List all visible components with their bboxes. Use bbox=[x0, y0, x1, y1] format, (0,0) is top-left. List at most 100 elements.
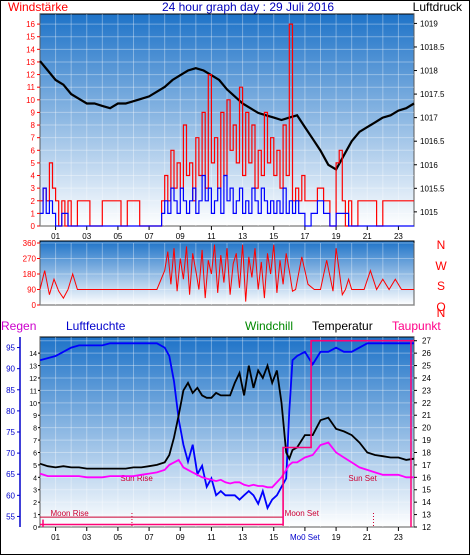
humidity-tick-label: 90 bbox=[6, 365, 15, 374]
direction-label-n: N bbox=[437, 238, 446, 252]
panel1-left-tick-label: 3 bbox=[31, 184, 36, 193]
direction-label-o: O bbox=[436, 300, 445, 314]
panel1-x-tick-label: 13 bbox=[238, 232, 247, 241]
panel1-left-tick-label: 9 bbox=[31, 108, 36, 117]
temperature-tick-label: 24 bbox=[422, 374, 431, 383]
panel3-x-tick-label: 03 bbox=[82, 533, 91, 542]
panel1-left-tick-label: 12 bbox=[26, 71, 35, 80]
panel1-left-tick-label: 7 bbox=[31, 134, 36, 143]
panel3-x-tick-label: 15 bbox=[269, 533, 278, 542]
panel1-right-tick-label: 1018 bbox=[420, 67, 438, 76]
annotation-sun-rise: Sun Rise bbox=[120, 474, 153, 483]
inner-tick-label: 6 bbox=[33, 450, 37, 457]
panel3-x-tick-label: 13 bbox=[238, 533, 247, 542]
panel1-right-tick-label: 1017.5 bbox=[420, 90, 445, 99]
panel1-left-tick-label: 14 bbox=[26, 45, 35, 54]
panel1-x-tick-label: 23 bbox=[394, 232, 403, 241]
panel1-right-tick-label: 1017 bbox=[420, 114, 438, 123]
temperature-tick-label: 26 bbox=[422, 349, 431, 358]
panel1-x-tick-label: 09 bbox=[176, 232, 185, 241]
series-temperature bbox=[39, 362, 415, 470]
panel1-x-tick-label: 11 bbox=[207, 232, 216, 241]
panel1-x-tick-label: 07 bbox=[145, 232, 154, 241]
temperature-tick-label: 17 bbox=[422, 461, 431, 470]
legend-windchill: Windchill bbox=[245, 319, 293, 333]
inner-tick-label: 12 bbox=[29, 376, 37, 383]
humidity-tick-label: 75 bbox=[6, 428, 15, 437]
inner-tick-label: 5 bbox=[33, 463, 37, 470]
inner-tick-label: 2 bbox=[33, 500, 37, 507]
panel1-right-tick-label: 1019 bbox=[420, 19, 438, 28]
panel1-right-tick-label: 1015.5 bbox=[420, 184, 445, 193]
humidity-tick-label: 55 bbox=[6, 512, 15, 521]
legend-temperatur: Temperatur bbox=[312, 319, 373, 333]
panel1-x-tick-label: 21 bbox=[363, 232, 372, 241]
inner-tick-label: 10 bbox=[29, 401, 37, 408]
panel1-x-tick-label: 03 bbox=[82, 232, 91, 241]
series-wind bbox=[40, 174, 414, 227]
inner-tick-label: 8 bbox=[33, 426, 37, 433]
temperature-tick-label: 13 bbox=[422, 511, 431, 520]
panel1-left-tick-label: 6 bbox=[31, 146, 36, 155]
temperature-tick-label: 23 bbox=[422, 386, 431, 395]
series-direction bbox=[39, 244, 414, 302]
panel1-right-tick-label: 1018.5 bbox=[420, 43, 445, 52]
temperature-tick-label: 20 bbox=[422, 424, 431, 433]
humidity-tick-label: 60 bbox=[6, 491, 15, 500]
panel1-left-tick-label: 8 bbox=[31, 121, 36, 130]
direction-label-s: S bbox=[437, 279, 445, 293]
temperature-tick-label: 21 bbox=[422, 411, 431, 420]
panel1-left-tick-label: 0 bbox=[31, 222, 36, 231]
series-dewpoint bbox=[39, 441, 414, 489]
series-humidity bbox=[39, 342, 414, 511]
panel1-left-tick-label: 4 bbox=[31, 172, 36, 181]
panel1-x-tick-label: 15 bbox=[269, 232, 278, 241]
annotation-sun-set: Sun Set bbox=[348, 474, 377, 483]
windstaerke-label: Windstärke bbox=[8, 0, 68, 14]
panel3-x-tick-label: 19 bbox=[332, 533, 341, 542]
series-pressure bbox=[39, 60, 415, 172]
panel3-x-tick-label: 21 bbox=[363, 533, 372, 542]
inner-tick-label: 4 bbox=[33, 475, 37, 482]
panel1-x-tick-label: 17 bbox=[300, 232, 309, 241]
panel1-left-tick-label: 10 bbox=[26, 96, 35, 105]
humidity-tick-label: 65 bbox=[6, 470, 15, 479]
panel1-right-tick-label: 1016.5 bbox=[420, 137, 445, 146]
legend-taupunkt: Taupunkt bbox=[392, 319, 441, 333]
humidity-tick-label: 80 bbox=[6, 407, 15, 416]
panel2-tick-label: 0 bbox=[32, 301, 37, 310]
legend-regen: Regen bbox=[1, 319, 36, 333]
panel2-tick-label: 180 bbox=[23, 270, 37, 279]
panel3-x-tick-label: 09 bbox=[176, 533, 185, 542]
humidity-tick-label: 85 bbox=[6, 386, 15, 395]
panel3-chart: 5560657075808590950123456789101112131412… bbox=[6, 337, 431, 542]
annotation-moon-rise: Moon Rise bbox=[50, 509, 89, 518]
inner-tick-label: 14 bbox=[29, 351, 37, 358]
inner-tick-label: 11 bbox=[30, 388, 37, 395]
inner-tick-label: 13 bbox=[29, 364, 37, 371]
inner-tick-label: 0 bbox=[33, 525, 37, 532]
temperature-tick-label: 16 bbox=[422, 473, 431, 482]
panel1-left-tick-label: 15 bbox=[26, 33, 35, 42]
chart-title: 24 hour graph day : 29 Juli 2016 bbox=[162, 0, 334, 14]
temperature-tick-label: 14 bbox=[422, 498, 431, 507]
temperature-tick-label: 12 bbox=[422, 523, 431, 532]
direction-label-n: N bbox=[437, 306, 446, 320]
panel3-x-tick-label: 05 bbox=[113, 533, 122, 542]
panel1-left-tick-label: 5 bbox=[31, 159, 36, 168]
panel1-left-tick-label: 1 bbox=[31, 209, 36, 218]
inner-tick-label: 1 bbox=[33, 513, 37, 520]
panel3-x-tick-label: 11 bbox=[207, 533, 216, 542]
series-rain_total bbox=[40, 339, 414, 526]
temperature-tick-label: 18 bbox=[422, 448, 431, 457]
panel2-tick-label: 360 bbox=[23, 239, 37, 248]
inner-tick-label: 9 bbox=[33, 413, 37, 420]
temperature-tick-label: 15 bbox=[422, 486, 431, 495]
temperature-tick-label: 22 bbox=[422, 399, 431, 408]
humidity-tick-label: 70 bbox=[6, 449, 15, 458]
panel1-right-tick-label: 1015 bbox=[420, 208, 438, 217]
temperature-tick-label: 27 bbox=[422, 337, 431, 346]
panel3-x-tick-label: 01 bbox=[51, 533, 60, 542]
